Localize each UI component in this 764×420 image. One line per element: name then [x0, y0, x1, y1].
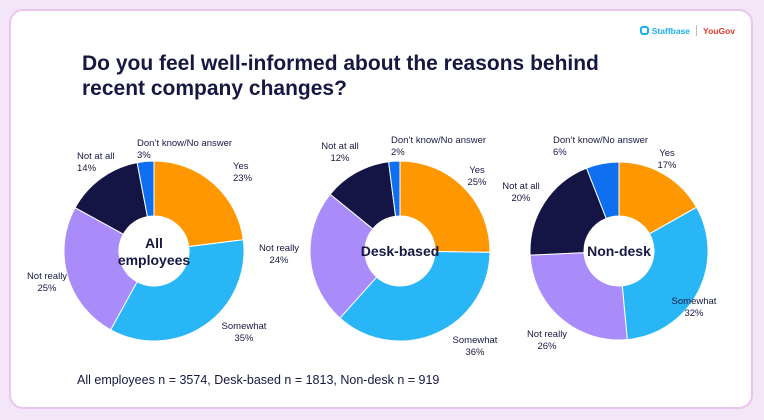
label-non-desk-don-t-know-no-answer: Don’t know/No answer 6% [553, 135, 648, 158]
staffbase-icon [639, 26, 649, 35]
label-desk-based-don-t-know-no-answer: Don’t know/No answer 2% [391, 135, 486, 158]
chart-title: Do you feel well-informed about the reas… [82, 51, 599, 101]
donut-desk-based: Yes 25% Somewhat 36% Not really 24% Not at all… [259, 135, 498, 358]
slice-non-desk-not-at-all [529, 167, 607, 256]
chart-title-line-2: recent company changes? [82, 77, 347, 100]
label-desk-based-not-really: Not really 24% [259, 243, 299, 266]
slice-non-desk-not-really [529, 252, 628, 341]
slice-desk-based-somewhat [339, 251, 491, 342]
label-all-employees-yes: Yes 23% [233, 161, 253, 184]
label-desk-based-yes: Yes 25% [467, 165, 487, 188]
yougov-logo: YouGov [703, 25, 735, 36]
label-all-employees-not-really: Not really 25% [27, 271, 67, 294]
slice-desk-based-yes [399, 160, 491, 253]
slice-all-employees-yes [153, 160, 244, 248]
slice-non-desk-somewhat [621, 206, 709, 341]
brand-logos: Staffbase YouGov [639, 25, 735, 36]
logo-divider [696, 25, 698, 36]
label-all-employees-somewhat: Somewhat 35% [222, 321, 267, 344]
label-all-employees-not-at-all: Not at all 14% [77, 151, 115, 174]
label-non-desk-not-really: Not really 26% [527, 329, 567, 352]
slice-desk-based-don-t-know-no-answer [388, 160, 401, 217]
label-non-desk-yes: Yes 17% [657, 148, 677, 171]
staffbase-wordmark: Staffbase [651, 25, 691, 36]
slice-all-employees-somewhat [109, 239, 245, 342]
center-label-desk-based: Desk-based [361, 243, 440, 259]
donut-charts: Yes 23% Somewhat 35% Not really 25% Not at all… [27, 135, 717, 358]
label-desk-based-not-at-all: Not at all 12% [321, 141, 359, 164]
center-label-all-employees: All employees [118, 235, 191, 268]
slice-non-desk-don-t-know-no-answer [585, 161, 620, 220]
label-desk-based-somewhat: Somewhat 36% [453, 335, 498, 358]
sample-size-footnote: All employees n = 3574, Desk-based n = 1… [77, 373, 440, 387]
slice-desk-based-not-really [309, 193, 378, 319]
label-all-employees-don-t-know-no-answer: Don’t know/No answer 3% [137, 138, 232, 161]
label-non-desk-somewhat: Somewhat 32% [672, 296, 717, 319]
donut-non-desk: Yes 17% Somewhat 32% Not really 26% Not at all… [502, 135, 717, 352]
center-label-non-desk: Non-desk [587, 243, 651, 259]
staffbase-logo: Staffbase [639, 25, 691, 36]
chart-title-line-1: Do you feel well-informed about the reas… [82, 52, 599, 75]
donut-all-employees: Yes 23% Somewhat 35% Not really 25% Not at all… [27, 138, 267, 344]
slice-all-employees-don-t-know-no-answer [136, 160, 155, 218]
slice-all-employees-not-really [63, 206, 138, 331]
label-non-desk-not-at-all: Not at all 20% [502, 181, 540, 204]
slide-card: Staffbase YouGov Do you feel well-inform… [9, 9, 753, 409]
